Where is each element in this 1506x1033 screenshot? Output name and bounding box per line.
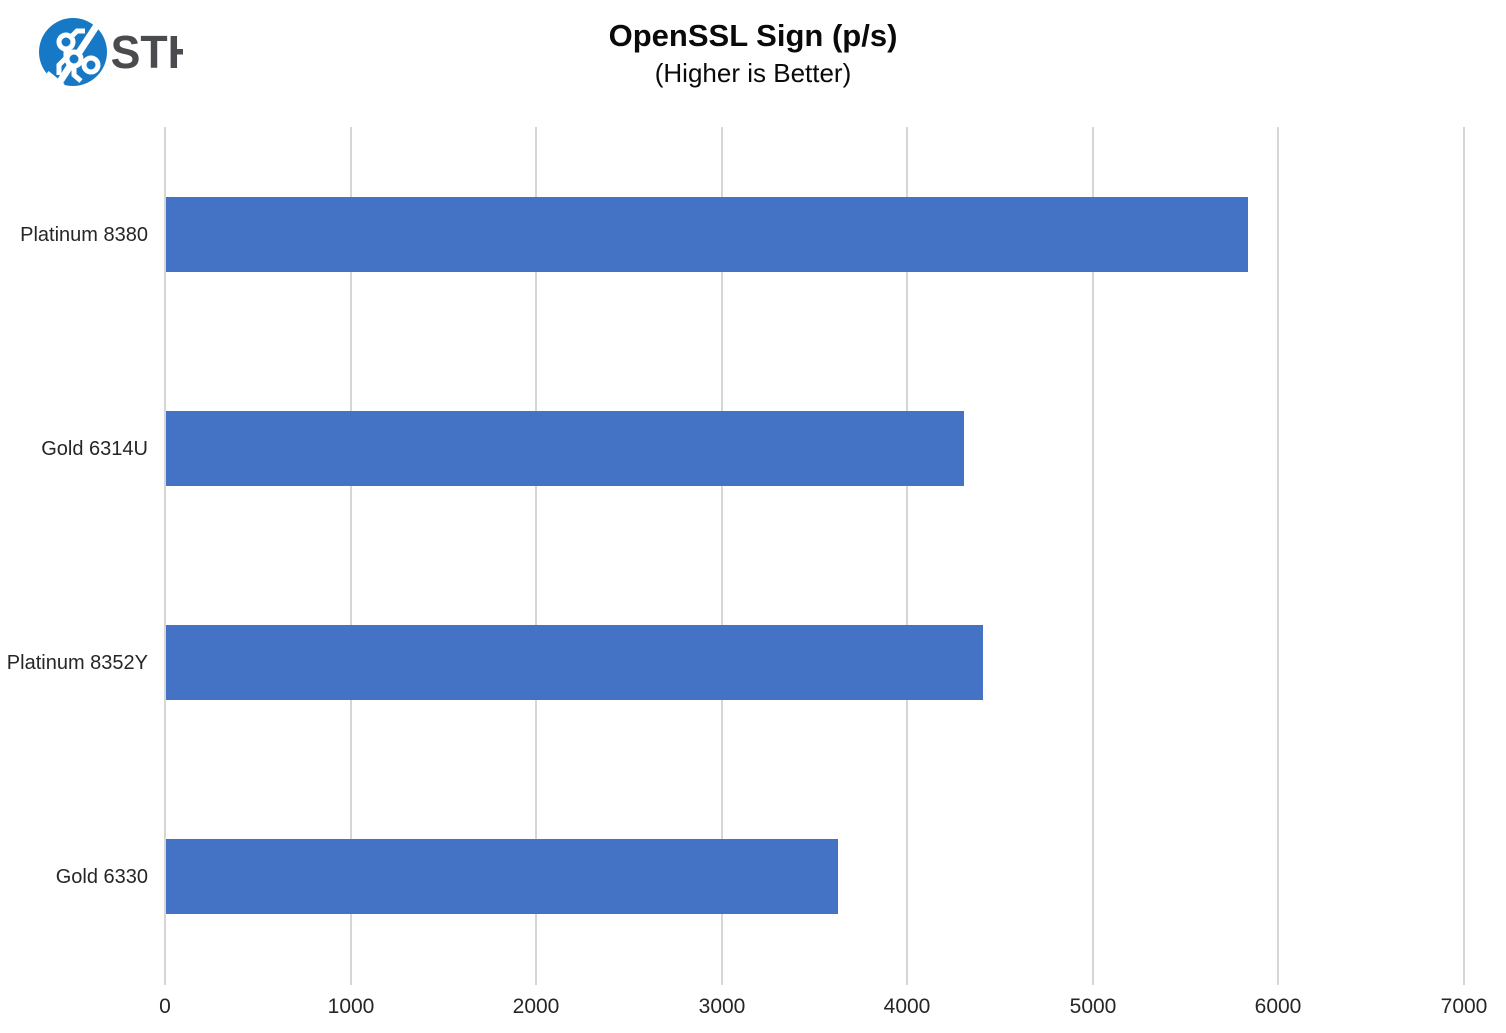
chart-subtitle: (Higher is Better) <box>654 57 852 88</box>
chart-header: OpenSSL Sign (p/s) (Higher is Better) <box>0 18 1506 89</box>
x-tick-label: 4000 <box>883 995 931 1018</box>
category-label: Gold 6314U <box>41 437 148 460</box>
gridline <box>906 127 908 985</box>
gridline <box>721 127 723 985</box>
x-tick-label: 1000 <box>327 995 375 1018</box>
x-tick-label: 0 <box>159 995 171 1018</box>
gridline <box>164 127 166 985</box>
x-tick-label: 5000 <box>1069 995 1117 1018</box>
logo-brand-text: STH <box>111 26 183 78</box>
bar <box>166 625 983 700</box>
chart-title: OpenSSL Sign (p/s) <box>608 18 898 53</box>
bar <box>166 411 964 486</box>
category-label: Gold 6330 <box>55 865 148 888</box>
gridline <box>1277 127 1279 985</box>
x-tick-label: 2000 <box>512 995 560 1018</box>
category-label: Platinum 8380 <box>20 223 148 246</box>
x-tick-label: 7000 <box>1440 995 1488 1018</box>
gridline <box>1463 127 1465 985</box>
bar <box>166 197 1248 272</box>
gridline <box>1092 127 1094 985</box>
x-tick-label: 6000 <box>1254 995 1302 1018</box>
gridline <box>535 127 537 985</box>
sth-logo: STH <box>39 18 183 87</box>
bar <box>166 839 838 914</box>
category-label: Platinum 8352Y <box>6 651 148 674</box>
logo-circle-icon <box>39 18 107 87</box>
gridline <box>350 127 352 985</box>
x-tick-label: 3000 <box>698 995 746 1018</box>
